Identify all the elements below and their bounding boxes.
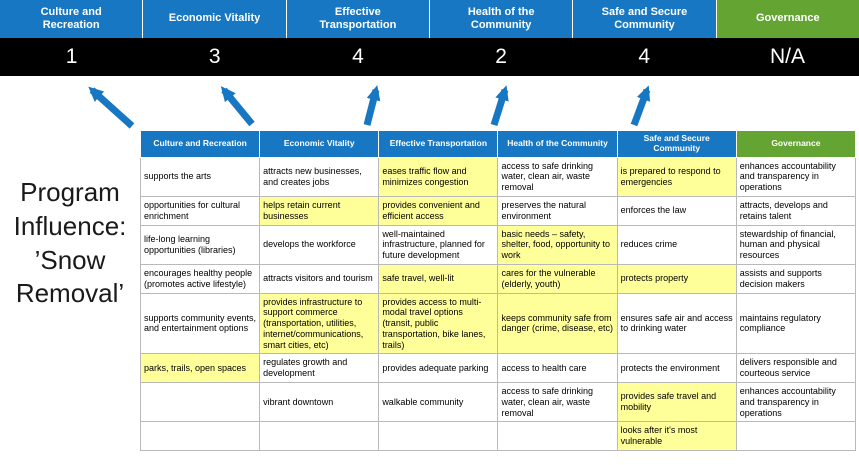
- matrix-cell: well-maintained infrastructure, planned …: [378, 224, 499, 265]
- matrix-cell: protects the environment: [616, 353, 737, 384]
- matrix-row: looks after it's most vulnerable: [139, 421, 857, 452]
- score-health-of-the-community: 2: [495, 45, 507, 68]
- score-safe-and-secure-community: 4: [638, 45, 651, 68]
- matrix-cell: vibrant downtown: [259, 382, 380, 423]
- matrix-cell: opportunities for cultural enrichment: [139, 195, 261, 226]
- matrix-cell: delivers responsible and courteous servi…: [735, 353, 857, 384]
- matrix-cell: supports community events, and entertain…: [139, 292, 261, 355]
- matrix-row: opportunities for cultural enrichment hel…: [139, 195, 857, 226]
- matrix-header-row: Culture and Recreation Economic Vitality E…: [139, 130, 857, 158]
- matrix-column-header: Culture and Recreation: [139, 130, 261, 158]
- matrix-cell: parks, trails, open spaces: [139, 353, 261, 384]
- influence-matrix: Culture and Recreation Economic Vitality E…: [139, 130, 857, 452]
- matrix-cell: attracts, develops and retains talent: [735, 195, 857, 226]
- matrix-cell: enhances accountability and transparency…: [735, 156, 857, 197]
- pillar-header-economic-vitality: Economic Vitality: [143, 0, 287, 38]
- influence-arrow-1: [88, 86, 135, 129]
- matrix-cell: assists and supports decision makers: [735, 263, 857, 294]
- matrix-cell: enforces the law: [616, 195, 737, 226]
- matrix-cell: preserves the natural environment: [497, 195, 618, 226]
- matrix-cell: access to health care: [497, 353, 618, 384]
- matrix-cell: cares for the vulnerable (elderly, youth…: [497, 263, 618, 294]
- influence-arrow-4: [490, 85, 509, 127]
- matrix-cell: encourages healthy people (promotes acti…: [139, 263, 261, 294]
- matrix-cell: attracts new businesses, and creates job…: [259, 156, 380, 197]
- matrix-cell: eases traffic flow and minimizes congest…: [378, 156, 499, 197]
- matrix-cell: provides infrastructure to support comme…: [259, 292, 380, 355]
- slide-title: Program Influence: ’Snow Removal’: [13, 177, 127, 309]
- influence-arrow-2: [220, 86, 255, 127]
- matrix-cell: maintains regulatory compliance: [735, 292, 857, 355]
- matrix-cell: protects property: [616, 263, 737, 294]
- matrix-column-header: Safe and Secure Community: [616, 130, 737, 158]
- score-culture-and-recreation: 1: [65, 45, 78, 68]
- matrix-column-header: Effective Transportation: [378, 130, 499, 158]
- matrix-cell: attracts visitors and tourism: [259, 263, 380, 294]
- arrows-layer: [88, 85, 651, 129]
- matrix-cell: provides adequate parking: [378, 353, 499, 384]
- matrix-row: parks, trails, open spaces regulates grow…: [139, 353, 857, 384]
- matrix-cell: reduces crime: [616, 224, 737, 265]
- score-governance: N/A: [769, 45, 805, 68]
- matrix-column-header: Health of the Community: [497, 130, 618, 158]
- matrix-cell: provides safe travel and mobility: [616, 382, 737, 423]
- matrix-column-header: Governance: [735, 130, 857, 158]
- matrix-cell: is prepared to respond to emergencies: [616, 156, 737, 197]
- matrix-cell: access to safe drinking water, clean air…: [497, 382, 618, 423]
- matrix-row: supports the arts attracts new businesses…: [139, 156, 857, 197]
- matrix-row: supports community events, and entertain…: [139, 292, 857, 355]
- matrix-cell: [735, 421, 857, 452]
- matrix-cell: regulates growth and development: [259, 353, 380, 384]
- matrix-cell: [378, 421, 499, 452]
- matrix-cell: [497, 421, 618, 452]
- matrix-cell: supports the arts: [139, 156, 261, 197]
- matrix-cell: [139, 421, 261, 452]
- matrix-cell: access to safe drinking water, clean air…: [497, 156, 618, 197]
- influence-arrow-3: [363, 85, 381, 126]
- pillar-header-governance: Governance: [716, 0, 859, 38]
- matrix-row: encourages healthy people (promotes acti…: [139, 263, 857, 294]
- matrix-cell: develops the workforce: [259, 224, 380, 265]
- matrix-cell: keeps community safe from danger (crime,…: [497, 292, 618, 355]
- matrix-cell: life-long learning opportunities (librar…: [139, 224, 261, 265]
- matrix-cell: [139, 382, 261, 423]
- matrix-cell: stewardship of financial, human and phys…: [735, 224, 857, 265]
- pillar-header-safe-and-secure-community: Safe and Secure Community: [573, 0, 717, 38]
- influence-arrow-5: [630, 85, 651, 127]
- summary-band: Culture and Recreation Economic Vitality…: [0, 0, 859, 76]
- matrix-cell: looks after it's most vulnerable: [616, 421, 737, 452]
- score-row: 1 3 4 2 4 N/A: [0, 38, 859, 76]
- matrix-cell: ensures safe air and access to drinking …: [616, 292, 737, 355]
- matrix-cell: enhances accountability and transparency…: [735, 382, 857, 423]
- matrix-cell: provides convenient and efficient access: [378, 195, 499, 226]
- matrix-row: life-long learning opportunities (librar…: [139, 224, 857, 265]
- pillar-header-effective-transportation: Effective Transportation: [286, 0, 430, 38]
- matrix-cell: safe travel, well-lit: [378, 263, 499, 294]
- matrix-row: vibrant downtown walkable community access…: [139, 382, 857, 423]
- pillar-headers: Culture and Recreation Economic Vitality…: [0, 0, 859, 38]
- score-effective-transportation: 4: [352, 45, 364, 68]
- matrix-cell: provides access to multi-modal travel op…: [378, 292, 499, 355]
- matrix-cell: [259, 421, 380, 452]
- matrix-cell: helps retain current businesses: [259, 195, 380, 226]
- pillar-header-health-of-the-community: Health of the Community: [429, 0, 574, 38]
- score-economic-vitality: 3: [208, 45, 221, 68]
- pillar-header-culture-and-recreation: Culture and Recreation: [0, 0, 144, 38]
- matrix-cell: basic needs – safety, shelter, food, opp…: [497, 224, 618, 265]
- matrix-cell: walkable community: [378, 382, 499, 423]
- matrix-column-header: Economic Vitality: [259, 130, 380, 158]
